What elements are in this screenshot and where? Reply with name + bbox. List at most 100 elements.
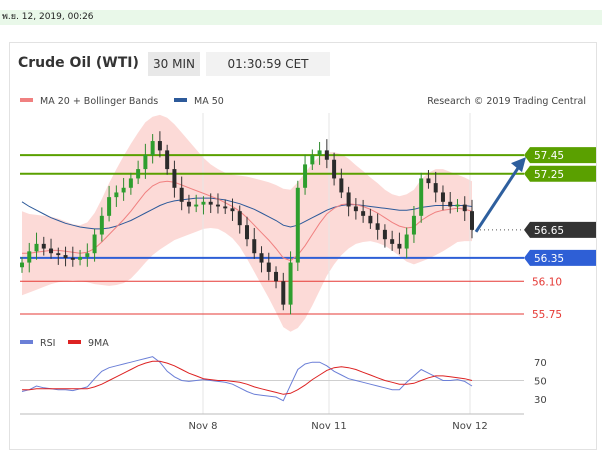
- rsi-tick-50: 50: [534, 377, 547, 388]
- datetime-bar: พ.ย. 12, 2019, 00:26: [0, 10, 602, 25]
- candle-body-50: [382, 229, 387, 240]
- price-chart: MA 20 + Bollinger Bands MA 50 Research ©…: [20, 96, 596, 432]
- candle-body-0: [20, 262, 24, 268]
- level-tag-bg-3: [524, 249, 596, 266]
- legend-swatch-ma20: [20, 98, 33, 102]
- candle-body-26: [208, 201, 213, 205]
- candle-body-43: [332, 159, 337, 179]
- candle-body-39: [303, 164, 308, 188]
- rsi-panel: 70 50 30: [20, 356, 547, 415]
- candle-body-37: [288, 262, 293, 305]
- candle-body-28: [223, 206, 228, 209]
- level-tag-bg-1: [524, 165, 596, 182]
- level-label-4: 56.10: [532, 276, 562, 288]
- datetime-text: พ.ย. 12, 2019, 00:26: [2, 12, 94, 22]
- x-tick-label-1: Nov 11: [311, 421, 346, 432]
- candlesticks: [20, 131, 474, 315]
- level-label-5: 55.75: [532, 309, 562, 321]
- candle-body-22: [179, 187, 184, 202]
- candle-body-53: [404, 234, 409, 249]
- candle-body-4: [49, 248, 54, 254]
- candle-body-13: [114, 192, 119, 198]
- candle-body-49: [375, 223, 380, 230]
- level-tag-bg-0: [524, 147, 596, 164]
- candle-body-62: [470, 211, 474, 230]
- candle-body-38: [295, 187, 300, 263]
- clock-display: 01:30:59 CET: [206, 52, 330, 76]
- level-tag-0: 57.45: [524, 147, 596, 164]
- candle-body-6: [63, 255, 68, 258]
- legend-label-rsi: RSI: [40, 338, 55, 349]
- level-tag-3: 56.35: [524, 249, 596, 266]
- candle-body-34: [266, 262, 271, 272]
- rsi-9ma-line: [22, 360, 473, 395]
- projection-shaft: [474, 164, 522, 233]
- legend-swatch-9ma: [68, 340, 81, 344]
- candle-body-17: [143, 155, 148, 170]
- candle-body-45: [346, 192, 351, 207]
- candle-body-36: [281, 281, 286, 305]
- candle-body-29: [230, 208, 235, 212]
- candle-body-46: [353, 206, 358, 212]
- candle-body-9: [85, 253, 90, 257]
- candle-body-54: [411, 215, 416, 235]
- legend-label-ma50: MA 50: [194, 96, 224, 107]
- candle-body-20: [165, 150, 170, 170]
- chart-panel: Crude Oil (WTI) 30 MIN 01:30:59 CET MA 2…: [9, 42, 597, 450]
- candle-body-51: [390, 239, 395, 244]
- candle-body-19: [157, 141, 162, 151]
- candle-body-14: [121, 187, 126, 193]
- level-tag-label-1: 57.25: [534, 169, 564, 181]
- candle-body-31: [245, 225, 249, 240]
- candle-body-40: [310, 155, 315, 165]
- candle-body-57: [433, 183, 438, 193]
- legend-label-9ma: 9MA: [88, 338, 109, 349]
- candle-body-52: [397, 243, 402, 249]
- projection-head: [511, 157, 526, 173]
- x-tick-label-0: Nov 8: [188, 421, 217, 432]
- legend-swatch-rsi: [20, 340, 33, 344]
- candle-body-5: [56, 253, 61, 256]
- grid-lines: [202, 113, 471, 414]
- legend-label-ma20: MA 20 + Bollinger Bands: [40, 96, 158, 107]
- candle-body-8: [78, 256, 83, 260]
- level-tag-label-0: 57.45: [534, 150, 564, 162]
- candle-body-12: [107, 197, 112, 216]
- candle-body-1: [27, 251, 32, 263]
- rsi-tick-70: 70: [534, 358, 547, 369]
- candle-body-16: [136, 169, 141, 179]
- credit-text: Research © 2019 Trading Central: [427, 96, 586, 107]
- level-tag-label-2: 56.65: [534, 225, 564, 237]
- ma50-line: [21, 197, 473, 230]
- legend-swatch-ma50: [174, 98, 187, 102]
- candle-body-41: [317, 150, 322, 156]
- candle-body-15: [128, 178, 133, 188]
- candle-body-21: [172, 169, 177, 188]
- candle-body-23: [186, 201, 191, 207]
- projection-arrow: [474, 157, 526, 233]
- candle-body-11: [99, 215, 104, 235]
- candle-body-10: [92, 234, 97, 254]
- level-tag-2: 56.65: [524, 221, 596, 238]
- candle-body-59: [448, 201, 453, 207]
- candle-body-2: [34, 243, 39, 252]
- rsi-line: [21, 356, 473, 402]
- level-labels: 57.45 57.25 56.65 56.35 56.10 55.75: [524, 147, 596, 321]
- price-levels: [20, 154, 524, 315]
- level-tag-1: 57.25: [524, 165, 596, 182]
- timeframe-button[interactable]: 30 MIN: [148, 52, 200, 76]
- candle-body-47: [361, 211, 366, 216]
- chart-title: Crude Oil (WTI): [18, 55, 139, 71]
- level-tag-label-3: 56.35: [534, 253, 564, 265]
- x-axis: Nov 8 Nov 11 Nov 12: [188, 421, 487, 432]
- candle-body-58: [440, 192, 445, 202]
- rsi-tick-30: 30: [534, 395, 547, 406]
- candle-body-60: [455, 204, 460, 207]
- candle-body-30: [237, 211, 242, 226]
- candle-body-48: [368, 215, 373, 224]
- x-tick-label-2: Nov 12: [452, 421, 487, 432]
- candle-body-44: [339, 178, 344, 193]
- candle-body-42: [324, 150, 329, 160]
- candle-body-56: [426, 178, 431, 184]
- candle-body-61: [462, 204, 467, 212]
